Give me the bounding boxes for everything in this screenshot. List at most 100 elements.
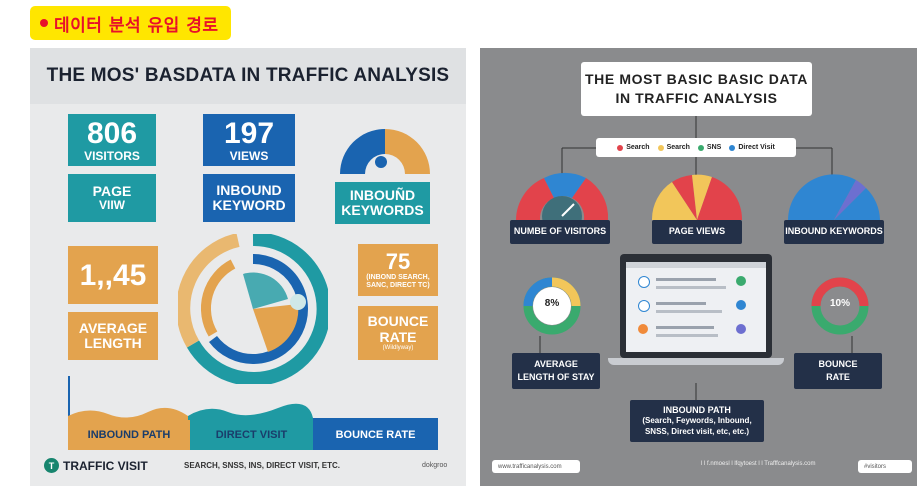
footer-url: www.trafficanalysis.com <box>492 460 580 473</box>
laptop-screen <box>620 254 772 358</box>
bounce-rate-line2: RATE <box>826 372 850 382</box>
traffic-logo-icon: T <box>44 458 59 473</box>
text-line <box>656 286 726 289</box>
bounce-rate-box: BOUNCE RATE (Wildlyway) <box>358 306 438 360</box>
inbound-path-label: INBOUND PATH (Search, Feywords, Inbound,… <box>630 400 764 442</box>
views-number: 197 <box>223 116 275 150</box>
keyword-semi-donut <box>340 129 430 174</box>
browser-window <box>626 262 766 352</box>
visitors-label: NUMBE OF VISITORS <box>510 220 610 244</box>
search-number: 75 <box>385 249 411 275</box>
left-infographic: THE MOS' BASDATA IN TRAFFIC ANALYSIS 806… <box>30 48 466 486</box>
bullet-dot <box>40 19 48 27</box>
bar-bounce-rate: BOUNCE RATE <box>313 420 438 450</box>
footer-logo: T TRAFFIC VISIT <box>44 458 148 473</box>
legend-item: Search <box>617 144 650 151</box>
footer-hashtag: #visitors <box>858 460 912 473</box>
bounce-line3: (Wildlyway) <box>382 345 414 352</box>
footer-logo-text: TRAFFIC VISIT <box>63 458 148 473</box>
inbound-keywords-line2: KEYWORDS <box>341 202 424 218</box>
average-stay-line1: AVERAGE <box>534 358 578 369</box>
legend-swatch <box>657 144 664 151</box>
avg-stay-donut <box>523 277 581 335</box>
inbound-keywords-pie <box>788 174 880 220</box>
visitors-gauge <box>516 172 609 222</box>
average-stay-line2: LENGTH OF STAY <box>517 372 595 382</box>
visitors-label: VISITORS <box>84 148 140 163</box>
share-icon <box>736 300 746 310</box>
footer-links: l l f.nmoesl l lfqytoest l l Trafffcanal… <box>701 461 816 467</box>
inbound-keyword-line2: KEYWORD <box>212 197 286 213</box>
legend-label: Direct Visit <box>738 144 775 151</box>
section-tag: 데이터 분석 유입 경로 <box>30 6 231 40</box>
inbound-path-line2: (Search, Feywords, Inbound, <box>642 416 752 426</box>
big-number-box: 1,,45 <box>68 246 158 304</box>
inbound-keyword-box: INBOUND KEYWORD <box>203 174 295 222</box>
page-view-box: PAGE VIIW <box>68 174 156 222</box>
footer-text: SEARCH, SNSS, INS, DIRECT VISIT, ETC. <box>184 461 341 470</box>
footer-right-text: dokgroo <box>422 462 448 469</box>
page-view-line1: PAGE <box>92 182 132 199</box>
search-number-box: 75 (INBOND SEARCH, SANC, DIRECT TC) <box>358 244 438 296</box>
bounce-percent: 10% <box>829 298 850 309</box>
bounce-donut <box>811 277 869 335</box>
inbound-keyword-line1: INBOUND <box>216 181 282 198</box>
connector-lines <box>539 116 853 400</box>
legend-swatch <box>617 144 624 151</box>
legend-swatch <box>729 144 736 151</box>
average-line2: LENGTH <box>84 335 142 351</box>
right-infographic: THE MOST BASIC BASIC DATA IN TRAFFIC ANA… <box>480 48 917 486</box>
left-title: THE MOS' BASDATA IN TRAFFIC ANALYSIS <box>30 48 466 104</box>
legend-label: SNS <box>706 144 722 151</box>
right-title-line1: THE MOST BASIC BASIC DATA <box>585 71 808 88</box>
right-title-line2: IN TRAFFIC ANALYSIS <box>615 90 778 106</box>
laptop-base <box>608 358 784 365</box>
legend-label: Search <box>666 144 690 151</box>
search-number-line1: (INBOND SEARCH, <box>366 274 430 282</box>
bounce-line2: RATE <box>379 328 417 345</box>
search-icon <box>638 300 650 312</box>
text-line <box>656 278 716 281</box>
page-views-pie <box>652 174 742 220</box>
bar-inbound-path: INBOUND PATH <box>68 420 190 450</box>
legend-item: Search <box>657 144 690 151</box>
visitors-box: 806 VISITORS <box>68 114 156 166</box>
right-title: THE MOST BASIC BASIC DATA IN TRAFFIC ANA… <box>581 62 812 116</box>
search-number-line2: SANC, DIRECT TC) <box>366 282 430 290</box>
page-views-label: PAGE VIEWS <box>652 220 742 244</box>
bar-direct-visit: DIRECT VISIT <box>190 420 313 450</box>
inbound-keywords-line1: INBOUÑD <box>349 186 416 203</box>
legend-item: Direct Visit <box>729 144 775 151</box>
text-line <box>656 334 718 337</box>
views-label: VIEWS <box>229 148 269 163</box>
big-number: 1,,45 <box>79 258 147 292</box>
average-line1: AVERAGE <box>78 319 148 336</box>
sns-icon <box>736 276 746 286</box>
visitors-number: 806 <box>86 116 138 150</box>
text-line <box>656 310 722 313</box>
text-line <box>656 326 714 329</box>
google-icon <box>638 276 650 288</box>
bounce-rate-label: BOUNCE RATE <box>794 353 882 389</box>
inbound-path-line1: INBOUND PATH <box>663 405 731 416</box>
average-length-box: AVERAGE LENGTH <box>68 312 158 360</box>
inbound-path-line3: SNSS, Direct visit, etc, etc.) <box>644 427 750 437</box>
average-stay-label: AVERAGE LENGTH OF STAY <box>512 353 600 389</box>
bounce-line1: BOUNCE <box>367 313 429 330</box>
inbound-keywords-label: INBOUND KEYWORDS <box>784 220 884 244</box>
page-view-line2: VIIW <box>99 198 125 213</box>
text-line <box>656 302 706 305</box>
legend-swatch <box>697 144 704 151</box>
legend-item: SNS <box>697 144 722 151</box>
avg-percent: 8% <box>544 298 560 309</box>
inbound-keywords-box: INBOUÑD KEYWORDS <box>335 182 430 224</box>
section-tag-label: 데이터 분석 유입 경로 <box>54 15 219 36</box>
fire-icon <box>638 324 648 334</box>
browser-bar <box>626 262 766 268</box>
direct-visit-icon <box>736 324 746 334</box>
center-donut-chart <box>178 234 328 384</box>
legend: Search Search SNS Direct Visit <box>596 138 796 157</box>
legend-label: Search <box>626 144 650 151</box>
bounce-rate-line1: BOUNCE <box>818 358 858 369</box>
views-box: 197 VIEWS <box>203 114 295 166</box>
